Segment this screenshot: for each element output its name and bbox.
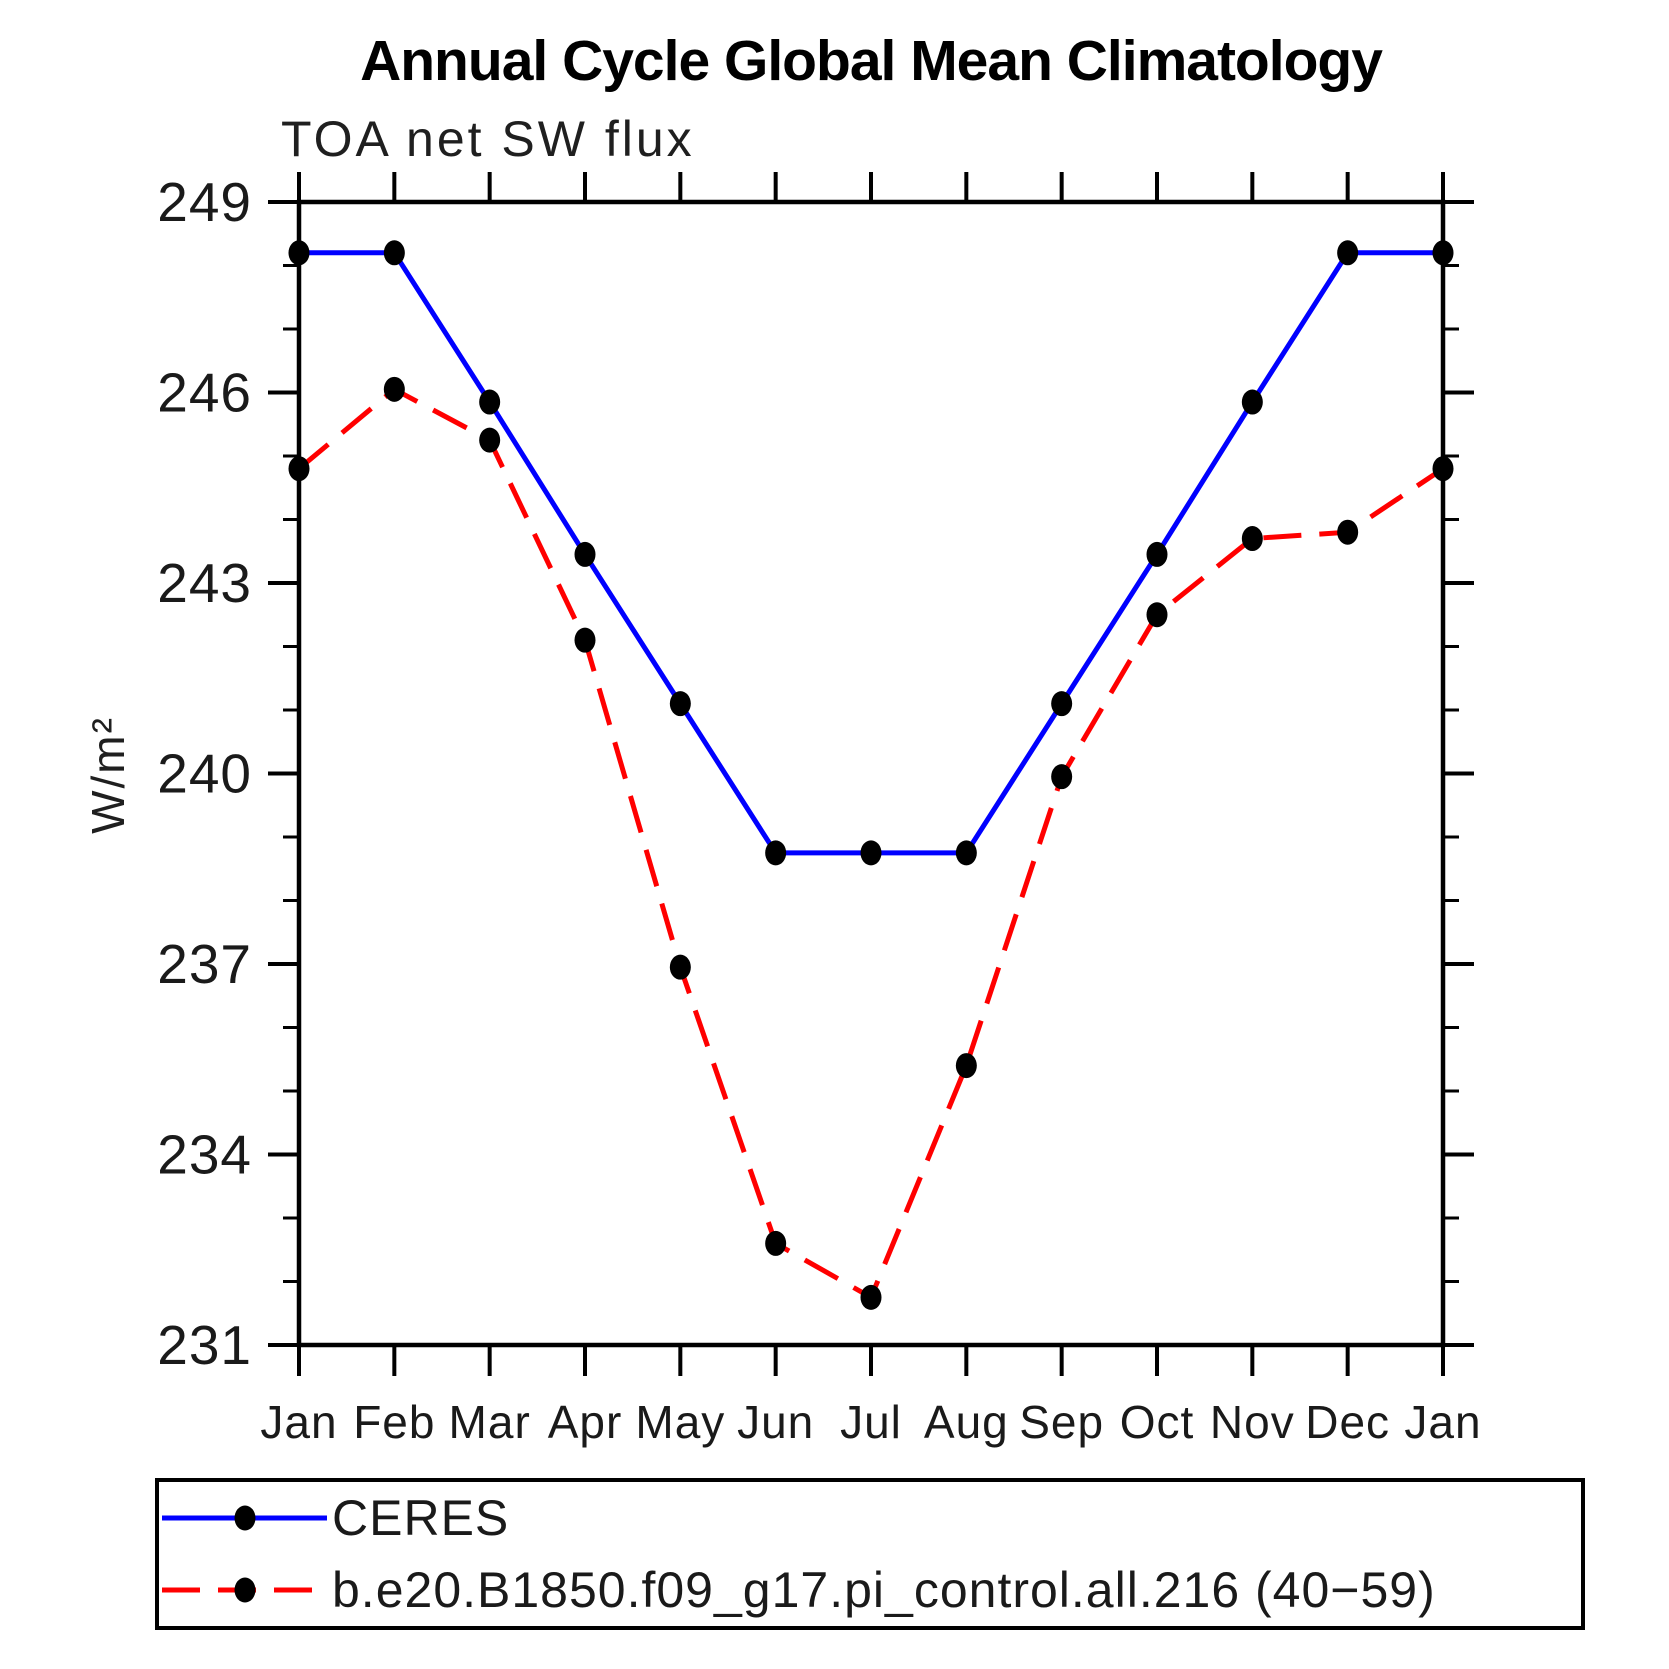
data-point-marker-s0	[860, 840, 882, 866]
legend-sample-ceres	[162, 1505, 327, 1531]
y-tick-label: 243	[157, 552, 252, 614]
data-point-marker-s1	[765, 1230, 787, 1256]
y-tick-label: 234	[157, 1124, 252, 1186]
data-point-marker-s1	[288, 456, 310, 482]
y-tick-label: 231	[157, 1314, 252, 1376]
y-tick-label: 246	[157, 362, 252, 424]
x-tick-label: Aug	[924, 1396, 1009, 1448]
plot-frame	[296, 199, 1446, 1348]
y-tick-label: 237	[157, 933, 252, 995]
data-point-marker-s1	[1337, 519, 1359, 545]
data-point-marker-s0	[574, 541, 596, 567]
data-point-marker-s0	[1241, 389, 1263, 415]
legend-marker-icon	[234, 1505, 255, 1531]
x-tick-label: Jan	[260, 1396, 337, 1448]
x-tick-label: Sep	[1019, 1396, 1104, 1448]
x-tick-label: Apr	[548, 1396, 623, 1448]
data-point-marker-s1	[955, 1053, 977, 1079]
x-tick-label: Nov	[1210, 1396, 1295, 1448]
data-point-marker-s0	[955, 840, 977, 866]
data-point-marker-s1	[1051, 764, 1073, 790]
data-point-marker-s1	[574, 627, 596, 653]
legend-item-ceres: CERES	[159, 1484, 1581, 1552]
data-point-marker-s1	[1241, 526, 1263, 552]
data-point-marker-s0	[1432, 240, 1454, 266]
x-tick-label: Mar	[449, 1396, 531, 1448]
data-point-marker-s1	[860, 1284, 882, 1310]
legend-label-ceres: CERES	[332, 1490, 510, 1546]
data-point-marker-s0	[383, 240, 405, 266]
legend-sample-model	[162, 1577, 327, 1603]
legend-label-model: b.e20.B1850.f09_g17.pi_control.all.216 (…	[332, 1562, 1436, 1618]
page-title: Annual Cycle Global Mean Climatology	[360, 29, 1383, 93]
data-point-marker-s1	[479, 427, 501, 453]
x-tick-label: May	[635, 1396, 725, 1448]
data-point-marker-s1	[1432, 456, 1454, 482]
x-tick-label: Feb	[353, 1396, 435, 1448]
x-tick-label: Jun	[737, 1396, 814, 1448]
x-tick-label: Jan	[1404, 1396, 1481, 1448]
data-point-marker-s0	[669, 691, 691, 717]
data-point-marker-s1	[383, 376, 405, 402]
x-tick-label: Oct	[1120, 1396, 1195, 1448]
x-tick-label: Jul	[840, 1396, 902, 1448]
legend-marker-icon	[234, 1577, 255, 1603]
legend-item-model: b.e20.B1850.f09_g17.pi_control.all.216 (…	[159, 1556, 1581, 1624]
x-tick-label: Dec	[1305, 1396, 1390, 1448]
data-point-marker-s0	[1337, 240, 1359, 266]
data-point-marker-s0	[1051, 691, 1073, 717]
data-point-marker-s0	[1146, 541, 1168, 567]
legend-box: CERES b.e20.B1850.f09_g17.pi_control.all…	[155, 1478, 1585, 1630]
data-point-marker-s0	[765, 840, 787, 866]
data-point-marker-s0	[288, 240, 310, 266]
data-point-marker-s1	[1146, 602, 1168, 628]
series-line-0	[299, 250, 1443, 856]
y-tick-label: 240	[157, 743, 252, 805]
data-point-marker-s1	[669, 954, 691, 980]
data-point-marker-s0	[479, 389, 501, 415]
plot-subtitle: TOA net SW flux	[281, 111, 695, 167]
y-tick-label: 249	[157, 171, 252, 233]
